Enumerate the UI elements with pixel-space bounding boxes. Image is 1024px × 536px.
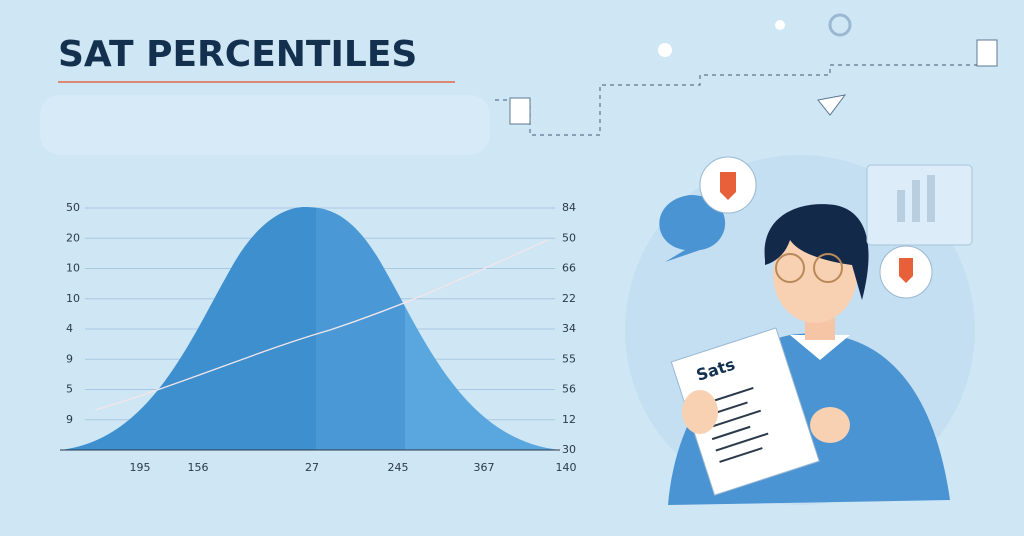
right-label: 55 <box>562 352 576 365</box>
right-label: 30 <box>562 443 576 456</box>
right-label: 56 <box>562 383 576 396</box>
left-label: 9 <box>66 413 73 426</box>
bottom-label: 140 <box>556 461 577 474</box>
right-label: 12 <box>562 413 576 426</box>
left-label: 9 <box>66 352 73 365</box>
left-label: 10 <box>66 262 80 275</box>
bottom-label: 195 <box>130 461 151 474</box>
bottom-label: 27 <box>305 461 319 474</box>
bottom-label: 245 <box>388 461 409 474</box>
left-label: 4 <box>66 322 73 335</box>
title-glow <box>40 95 490 155</box>
left-label: 5 <box>66 383 73 396</box>
page-title: SAT PERCENTILES <box>58 34 417 75</box>
right-label: 66 <box>562 262 576 275</box>
right-label: 84 <box>562 201 576 214</box>
bottom-label: 156 <box>188 461 209 474</box>
left-label: 20 <box>66 231 80 244</box>
illustration: Sats <box>495 13 998 505</box>
right-label: 22 <box>562 292 576 305</box>
bottom-label: 367 <box>474 461 495 474</box>
left-label: 50 <box>66 201 80 214</box>
left-label: 10 <box>66 292 80 305</box>
right-label: 34 <box>562 322 576 335</box>
trend-line <box>94 239 549 411</box>
right-label: 50 <box>562 231 576 244</box>
